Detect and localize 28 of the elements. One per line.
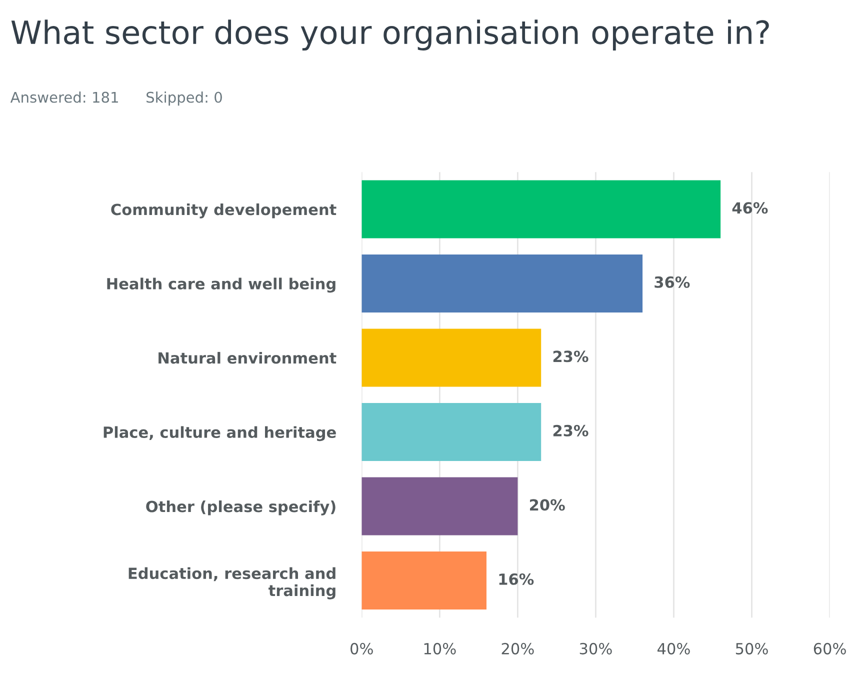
x-tick-label: 20% <box>502 642 534 654</box>
x-tick-label: 40% <box>658 642 690 654</box>
y-tick-label: Other (please specify) <box>146 500 336 516</box>
y-tick-label: Place, culture and heritage <box>104 426 336 442</box>
bar <box>362 552 486 610</box>
x-tick-label: 60% <box>814 642 846 654</box>
chart-title: What sector does your organisation operate in? <box>11 20 769 51</box>
bar <box>362 254 643 312</box>
bar <box>362 403 542 461</box>
bar <box>362 180 721 238</box>
y-tick-label: Education, research and training <box>128 567 336 600</box>
bar <box>362 477 518 536</box>
x-tick-label: 50% <box>736 642 768 654</box>
text: Answered: 181 <box>10 92 118 103</box>
bar <box>362 328 542 387</box>
y-tick-label: Natural environment <box>158 352 336 364</box>
y-tick-label: Health care and well being <box>107 278 336 293</box>
x-tick-label: 10% <box>424 642 456 654</box>
data-label: 16% <box>499 573 534 585</box>
y-tick-label: Community developement <box>111 203 336 218</box>
text: Skipped: 0 <box>146 92 222 106</box>
x-tick-label: 30% <box>580 642 612 654</box>
data-label: 23% <box>553 350 588 362</box>
data-label: 36% <box>654 276 690 288</box>
data-label: 20% <box>530 499 565 511</box>
data-label: 46% <box>732 202 768 214</box>
data-label: 23% <box>553 424 588 436</box>
x-tick-label: 0% <box>350 642 373 654</box>
